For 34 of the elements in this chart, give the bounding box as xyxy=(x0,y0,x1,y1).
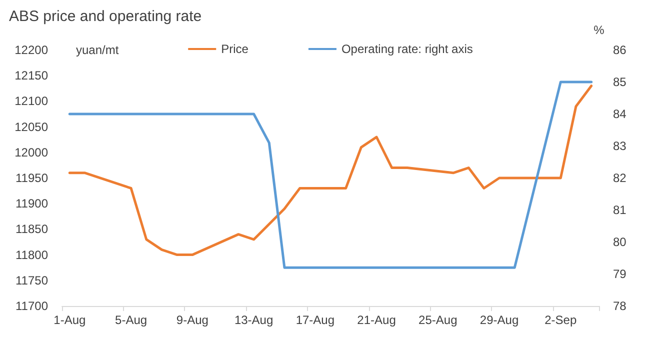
x-tick-label: 25-Aug xyxy=(418,313,458,327)
y2-tick-label: 83 xyxy=(613,139,627,153)
y-tick-label: 12050 xyxy=(14,120,48,134)
x-tick-label: 1-Aug xyxy=(54,313,86,327)
y-tick-label: 11750 xyxy=(16,273,48,288)
legend-label: Price xyxy=(221,42,249,56)
x-tick-label: 9-Aug xyxy=(176,313,208,327)
x-tick-label: 2-Sep xyxy=(544,313,577,327)
x-tick-label: 29-Aug xyxy=(480,313,519,327)
y2-tick-label: 84 xyxy=(613,107,627,121)
y2-tick-label: 82 xyxy=(613,171,627,185)
y-tick-label: 11900 xyxy=(16,196,48,211)
y2-tick-label: 85 xyxy=(613,75,627,89)
legend-label: Operating rate: right axis xyxy=(341,42,473,56)
y-tick-label: 12100 xyxy=(14,94,48,108)
y-tick-label: 12000 xyxy=(14,145,48,160)
y2-axis-title: % xyxy=(594,23,605,37)
y-tick-label: 11800 xyxy=(16,248,48,262)
y-tick-label: 12150 xyxy=(14,68,48,83)
y2-tick-label: 78 xyxy=(613,299,627,313)
y2-tick-label: 86 xyxy=(613,43,627,57)
y2-tick-label: 80 xyxy=(613,235,627,249)
y-tick-label: 11700 xyxy=(16,299,48,313)
x-tick-label: 21-Aug xyxy=(357,313,396,327)
chart-title: ABS price and operating rate xyxy=(9,8,202,25)
y-tick-label: 11850 xyxy=(16,222,48,236)
y-tick-label: 11950 xyxy=(16,171,48,185)
x-tick-label: 13-Aug xyxy=(234,313,274,327)
y2-tick-label: 81 xyxy=(613,203,627,217)
x-tick-label: 17-Aug xyxy=(296,313,335,327)
y-axis-title: yuan/mt xyxy=(76,43,120,57)
y2-tick-label: 79 xyxy=(613,267,627,281)
x-tick-label: 5-Aug xyxy=(115,313,148,327)
y-tick-label: 12200 xyxy=(14,43,48,57)
